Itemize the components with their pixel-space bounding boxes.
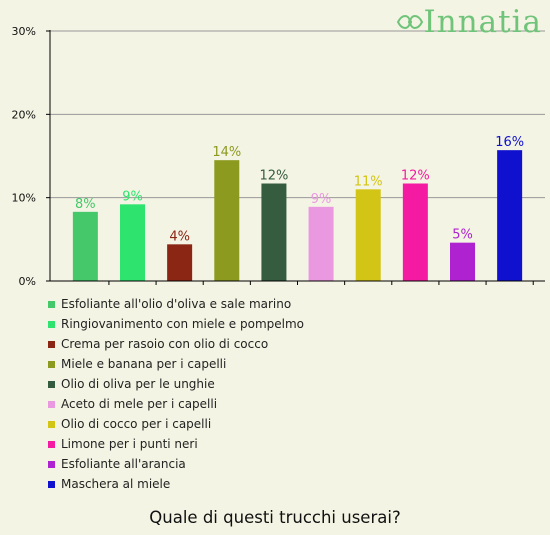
data-label: 8% — [75, 197, 96, 212]
legend-label: Ringiovanimento con miele e pompelmo — [61, 317, 305, 331]
legend-item: Aceto di mele per i capelli — [48, 394, 304, 414]
legend-label: Limone per i punti neri — [61, 437, 198, 451]
y-tick-label: 20% — [12, 108, 36, 121]
legend-swatch — [48, 300, 55, 308]
data-label: 16% — [495, 135, 524, 150]
data-label: 12% — [259, 169, 288, 184]
legend-item: Olio di oliva per le unghie — [48, 374, 304, 394]
question-title: Quale di questi trucchi userai? — [149, 508, 401, 527]
legend-label: Olio di oliva per le unghie — [61, 377, 215, 391]
y-axis-ticks: 0% 10% 20% 30% — [12, 25, 534, 288]
y-tick-label: 30% — [12, 25, 36, 38]
double-leaf-icon — [397, 15, 424, 29]
y-tick-label: 0% — [19, 275, 36, 288]
legend-item: Esfoliante all'olio d'oliva e sale marin… — [48, 294, 304, 314]
data-label: 9% — [122, 189, 143, 204]
legend-swatch — [48, 340, 55, 348]
legend-label: Crema per rasoio con olio di cocco — [61, 337, 269, 351]
bars — [72, 150, 523, 281]
bar-chart: 0% 10% 20% 30% 8% 9% 4% 14% 12% 9% 11% 12% 5% 16% — [12, 25, 545, 288]
chart-legend: Esfoliante all'olio d'oliva e sale marin… — [48, 294, 304, 494]
legend-swatch — [48, 380, 55, 388]
legend-item: Esfoliante all'arancia — [48, 454, 304, 474]
y-tick-label: 10% — [12, 192, 36, 205]
legend-swatch — [48, 400, 55, 408]
legend-label: Olio di cocco per i capelli — [61, 417, 212, 431]
data-label: 11% — [354, 174, 383, 189]
legend-swatch — [48, 440, 55, 448]
bar — [355, 189, 381, 281]
legend-label: Esfoliante all'olio d'oliva e sale marin… — [61, 297, 292, 311]
grid-lines — [50, 30, 545, 199]
bar — [450, 242, 475, 281]
data-label: 5% — [452, 228, 473, 243]
data-label: 14% — [212, 145, 241, 160]
bar — [120, 204, 145, 281]
bar — [214, 160, 240, 281]
logo-text: Innatia — [423, 4, 542, 40]
legend-item: Miele e banana per i capelli — [48, 354, 304, 374]
legend-swatch — [48, 360, 55, 368]
legend-item: Limone per i punti neri — [48, 434, 304, 454]
legend-item: Maschera al miele — [48, 474, 304, 494]
bar — [308, 206, 334, 281]
legend-item: Olio di cocco per i capelli — [48, 414, 304, 434]
data-label: 4% — [169, 229, 190, 244]
bar — [402, 183, 428, 281]
bar — [167, 244, 193, 281]
legend-label: Aceto di mele per i capelli — [61, 397, 218, 411]
bar — [72, 211, 98, 281]
legend-item: Ringiovanimento con miele e pompelmo — [48, 314, 304, 334]
innatia-logo: Innatia — [397, 2, 542, 42]
legend-swatch — [48, 320, 55, 328]
bar — [497, 150, 523, 281]
bar — [261, 183, 287, 281]
data-labels: 8% 9% 4% 14% 12% 9% 11% 12% 5% 16% — [75, 135, 524, 244]
legend-label: Miele e banana per i capelli — [61, 357, 227, 371]
legend-item: Crema per rasoio con olio di cocco — [48, 334, 304, 354]
legend-swatch — [48, 420, 55, 428]
legend-swatch — [48, 460, 55, 468]
legend-label: Maschera al miele — [61, 477, 171, 491]
legend-swatch — [48, 480, 55, 488]
data-label: 9% — [311, 192, 332, 207]
data-label: 12% — [401, 169, 430, 184]
legend-label: Esfoliante all'arancia — [61, 457, 186, 471]
